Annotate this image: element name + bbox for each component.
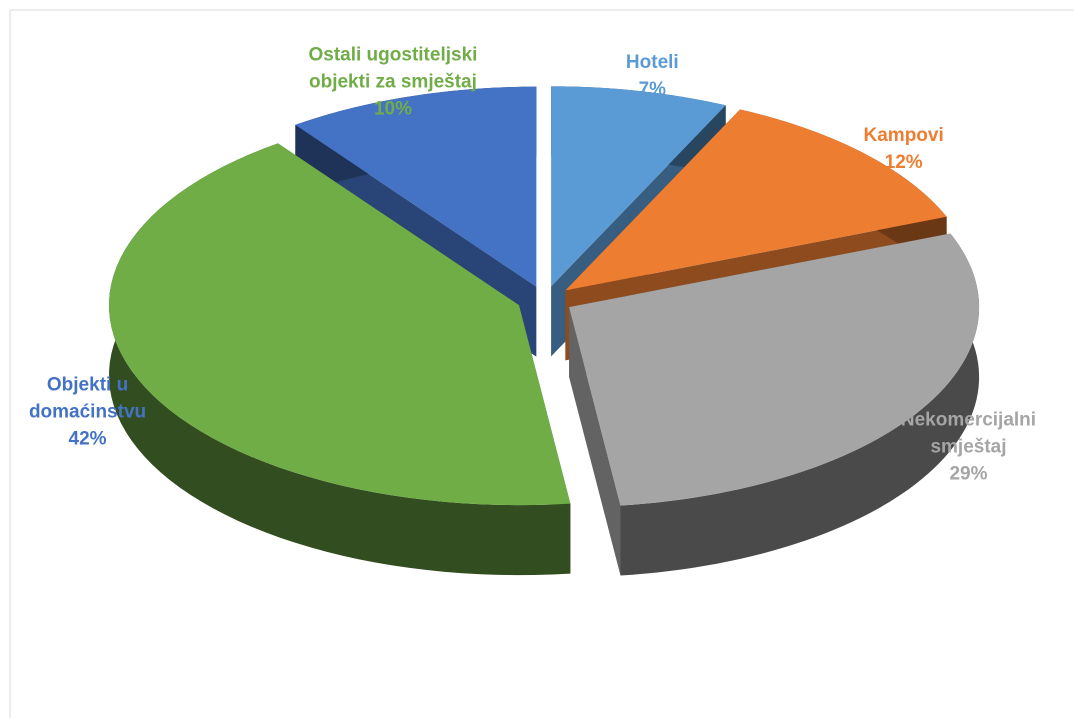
value-label: 7% xyxy=(638,79,667,101)
chart-border xyxy=(9,9,1074,718)
slice xyxy=(565,109,947,291)
value-label: 42% xyxy=(68,428,107,450)
data-label: Nekomercijalni smještaj 29% xyxy=(883,407,1053,488)
data-label: Objekti u domaćinstvu 42% xyxy=(3,372,173,453)
data-label: Hoteli 7% xyxy=(567,49,737,103)
category-label: Ostali ugostiteljski objekti za smještaj xyxy=(308,44,478,93)
slice-wall xyxy=(109,143,571,576)
slice-side xyxy=(569,307,621,576)
category-label: Objekti u domaćinstvu xyxy=(28,374,147,423)
data-label: Kampovi 12% xyxy=(819,122,989,176)
value-label: 10% xyxy=(373,98,412,120)
category-label: Kampovi xyxy=(863,124,944,146)
slice xyxy=(569,233,980,506)
data-label: Ostali ugostiteljski objekti za smještaj… xyxy=(308,42,478,123)
category-label: Nekomercijalni smještaj xyxy=(900,409,1037,458)
slice xyxy=(295,86,537,287)
value-label: 12% xyxy=(884,151,923,173)
category-label: Hoteli xyxy=(625,52,679,74)
slice-wall xyxy=(620,233,980,576)
slice xyxy=(109,143,571,506)
value-label: 29% xyxy=(949,463,988,485)
slice xyxy=(551,86,726,287)
